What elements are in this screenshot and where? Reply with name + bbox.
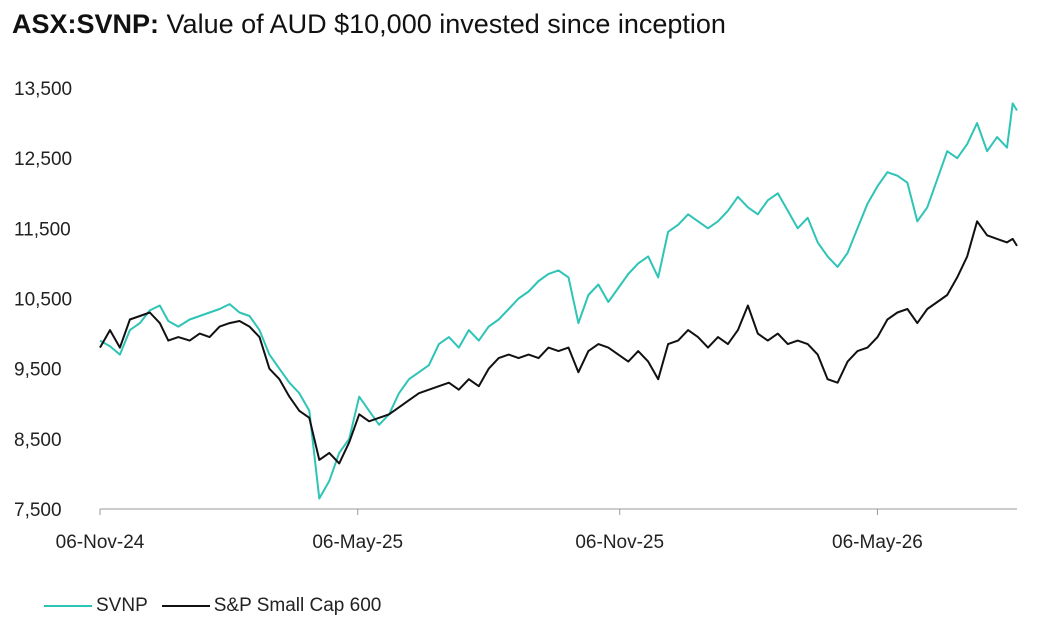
y-tick-label: 10,500 [14,290,72,311]
chart-title-text: Value of AUD $10,000 invested since ince… [166,9,726,39]
y-tick-label: 12,500 [14,149,72,170]
y-tick-label: 8,500 [14,430,62,451]
chart-title: ASX:SVNP: Value of AUD $10,000 invested … [12,6,726,42]
legend-item-svnp: SVNP [44,595,148,617]
x-tick-label: 06-May-25 [312,532,403,553]
legend-swatch-sp600 [161,605,210,607]
legend-label-sp600: S&P Small Cap 600 [213,595,382,616]
legend-label-svnp: SVNP [96,595,148,616]
x-tick-label: 06-Nov-24 [56,532,145,553]
sp600-line [99,220,1018,465]
chart-series [99,102,1018,500]
y-axis-ticks: 7,500 8,500 9,500 10,500 11,500 12,500 13,500 [14,79,72,521]
x-tick-label: 06-Nov-25 [575,532,664,553]
x-tick-label: 06-May-26 [832,532,923,553]
svnp-line [99,102,1018,500]
x-axis-ticks: 06-Nov-24 06-May-25 06-Nov-25 06-May-26 [56,509,923,553]
y-tick-label: 13,500 [14,79,72,100]
y-tick-label: 9,500 [14,360,62,381]
chart-title-ticker: ASX:SVNP: [12,9,160,39]
legend-swatch-svnp [44,605,92,607]
y-tick-label: 11,500 [14,219,71,240]
legend-item-sp600: S&P Small Cap 600 [161,595,382,617]
legend: SVNP S&P Small Cap 600 [44,592,395,620]
y-tick-label: 7,500 [14,500,62,521]
